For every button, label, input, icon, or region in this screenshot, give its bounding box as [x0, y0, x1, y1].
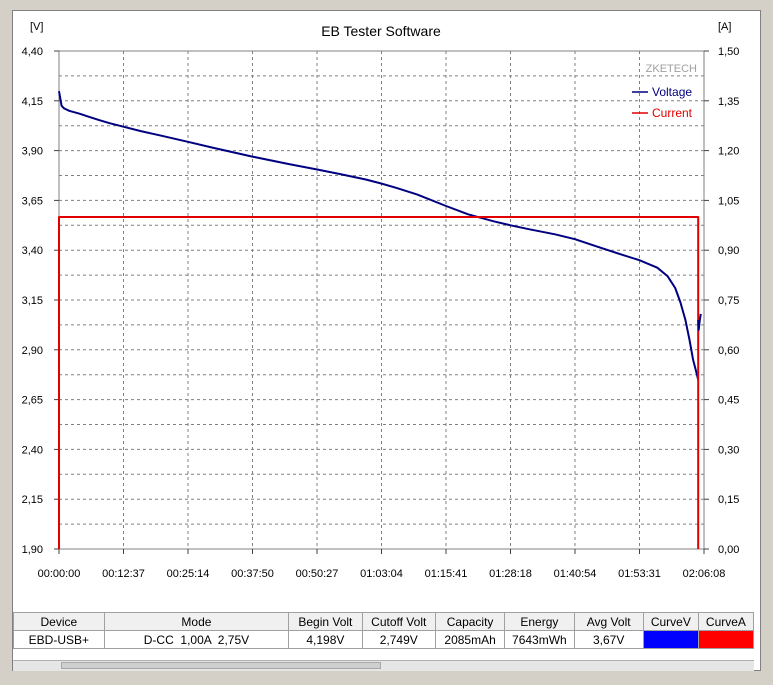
legend-label-voltage: Voltage [652, 85, 692, 99]
y-left-tick-label: 1,90 [22, 544, 43, 556]
y-right-tick-label: 0,00 [718, 544, 739, 556]
cell-energy: 7643mWh [504, 630, 575, 649]
y-left-tick-label: 2,40 [22, 444, 43, 456]
chart-title: EB Tester Software [321, 23, 441, 39]
curve-v-color [643, 631, 698, 648]
legend-label-current: Current [652, 106, 693, 120]
x-tick-label: 01:15:41 [425, 568, 468, 580]
watermark: ZKETECH [646, 63, 697, 75]
cell-avg-volt: 3,67V [573, 630, 644, 649]
horizontal-scrollbar[interactable] [13, 660, 754, 671]
cell-cutoff-volt: 2,749V [361, 630, 436, 649]
x-tick-label: 01:28:18 [489, 568, 532, 580]
legend: Voltage Current [632, 85, 693, 120]
grid [59, 51, 704, 549]
y-right-tick-label: 1,20 [718, 146, 739, 158]
scrollbar-thumb[interactable] [61, 662, 381, 669]
chart-svg: EB Tester Software [V] [A] ZKETECH 4,404… [22, 21, 740, 580]
curve-a-color [698, 631, 753, 648]
header-curve-a: CurveA [697, 612, 755, 631]
y-right-tick-label: 0,75 [718, 295, 739, 307]
header-cutoff-volt: Cutoff Volt [361, 612, 436, 631]
chart-window [12, 10, 761, 671]
series-line-current [58, 216, 700, 549]
y-right-tick-label: 1,05 [718, 195, 739, 207]
curve-v-swatch[interactable] [642, 630, 699, 649]
results-table: Device Mode Begin Volt Cutoff Volt Capac… [13, 612, 755, 649]
x-tick-label: 02:06:08 [683, 568, 726, 580]
cell-capacity: 2085mAh [434, 630, 506, 649]
series-group [58, 91, 702, 549]
x-tick-label: 00:37:50 [231, 568, 274, 580]
header-curve-v: CurveV [642, 612, 699, 631]
y-left-tick-label: 2,65 [22, 395, 43, 407]
x-tick-label: 01:03:04 [360, 568, 403, 580]
y-left-unit: [V] [30, 21, 43, 33]
header-device: Device [13, 612, 105, 631]
y-left-tick-label: 4,40 [22, 46, 43, 58]
y-right-tick-label: 1,50 [718, 46, 739, 58]
y-left-tick-label: 4,15 [22, 96, 43, 108]
y-left-tick-label: 3,65 [22, 195, 43, 207]
x-tick-label: 00:50:27 [296, 568, 339, 580]
y-right-tick-label: 0,30 [718, 444, 739, 456]
table-header-row: Device Mode Begin Volt Cutoff Volt Capac… [13, 612, 755, 631]
y-right-unit: [A] [718, 21, 731, 33]
x-tick-label: 00:00:00 [38, 568, 81, 580]
header-begin-volt: Begin Volt [288, 612, 363, 631]
header-mode: Mode [103, 612, 290, 631]
cell-mode: D-CC 1,00A 2,75V [103, 630, 290, 649]
cell-device: EBD-USB+ [13, 630, 105, 649]
table-row[interactable]: EBD-USB+ D-CC 1,00A 2,75V 4,198V 2,749V … [13, 630, 755, 649]
y-right-tick-label: 0,60 [718, 345, 739, 357]
y-right-tick-label: 1,35 [718, 96, 739, 108]
y-left-tick-label: 2,90 [22, 345, 43, 357]
y-right-tick-label: 0,45 [718, 395, 739, 407]
series-line-recovery [697, 313, 702, 331]
x-tick-label: 00:12:37 [102, 568, 145, 580]
y-right-tick-labels: 1,50 1,35 1,20 1,05 0,90 0,75 0,60 0,45 0,30 0,15… [704, 46, 739, 556]
x-tick-label: 00:25:14 [167, 568, 210, 580]
y-right-tick-label: 0,15 [718, 494, 739, 506]
header-energy: Energy [504, 612, 575, 631]
y-left-tick-label: 3,15 [22, 295, 43, 307]
curve-a-swatch[interactable] [697, 630, 755, 649]
x-tick-labels: 00:00:00 00:12:37 00:25:14 00:37:50 00:50:27… [38, 549, 726, 580]
x-tick-label: 01:53:31 [618, 568, 661, 580]
y-left-tick-label: 3,40 [22, 245, 43, 257]
y-right-tick-label: 0,90 [718, 245, 739, 257]
header-avg-volt: Avg Volt [573, 612, 644, 631]
y-left-tick-labels: 4,40 4,15 3,90 3,65 3,40 3,15 2,90 2,65 2,40 2,15… [22, 46, 59, 556]
header-capacity: Capacity [434, 612, 506, 631]
cell-begin-volt: 4,198V [288, 630, 363, 649]
y-left-tick-label: 2,15 [22, 494, 43, 506]
y-left-tick-label: 3,90 [22, 146, 43, 158]
series-line-voltage [58, 91, 700, 381]
x-tick-label: 01:40:54 [554, 568, 597, 580]
